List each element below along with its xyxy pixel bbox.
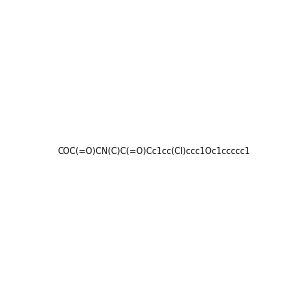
Text: COC(=O)CN(C)C(=O)Cc1cc(Cl)ccc1Oc1ccccc1: COC(=O)CN(C)C(=O)Cc1cc(Cl)ccc1Oc1ccccc1 [57, 147, 250, 156]
